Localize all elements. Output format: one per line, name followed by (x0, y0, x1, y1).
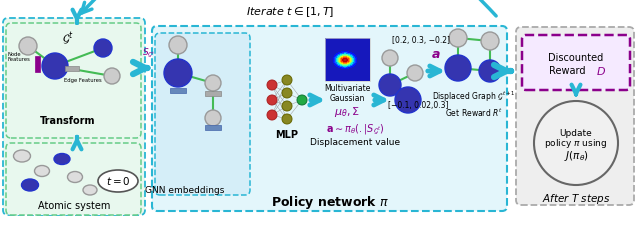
Text: Multivariate
Gaussian: Multivariate Gaussian (324, 84, 370, 103)
Text: $\mu_\theta, \Sigma$: $\mu_\theta, \Sigma$ (334, 105, 360, 119)
Circle shape (205, 110, 221, 126)
Circle shape (379, 74, 401, 96)
Ellipse shape (54, 154, 70, 164)
Circle shape (104, 68, 120, 84)
Circle shape (395, 87, 421, 113)
Bar (35, 56, 40, 72)
Ellipse shape (13, 150, 31, 162)
Bar (325, 38, 370, 81)
Circle shape (42, 53, 68, 79)
FancyBboxPatch shape (152, 26, 507, 211)
Ellipse shape (35, 165, 49, 177)
Text: a: a (432, 48, 440, 61)
Circle shape (19, 37, 37, 55)
Ellipse shape (83, 185, 97, 195)
Circle shape (164, 59, 192, 87)
Text: $D$: $D$ (596, 65, 606, 77)
Text: $\mathbf{a} \sim \pi_\theta(.|S_{\mathcal{G}^t})$: $\mathbf{a} \sim \pi_\theta(.|S_{\mathca… (326, 123, 384, 137)
Text: Transform: Transform (40, 116, 96, 126)
Text: Node
Features: Node Features (8, 51, 31, 62)
Text: [0.2, 0.3, −0.2]: [0.2, 0.3, −0.2] (392, 36, 450, 45)
Circle shape (449, 29, 467, 47)
Text: Displacement value: Displacement value (310, 138, 400, 147)
FancyBboxPatch shape (6, 143, 141, 215)
Text: Reward: Reward (549, 66, 589, 76)
Circle shape (205, 75, 221, 91)
Ellipse shape (67, 171, 83, 182)
Text: MLP: MLP (275, 130, 298, 140)
Bar (170, 88, 186, 93)
Text: $S_{\mathcal{G}^t}$: $S_{\mathcal{G}^t}$ (142, 46, 156, 59)
FancyArrowPatch shape (81, 0, 496, 16)
Circle shape (282, 75, 292, 85)
Text: Policy network $\pi$: Policy network $\pi$ (271, 194, 389, 211)
Text: $J(\pi_\theta)$: $J(\pi_\theta)$ (564, 149, 588, 163)
Text: After $T$ steps: After $T$ steps (541, 192, 611, 206)
Text: Atomic system: Atomic system (38, 201, 110, 211)
Circle shape (407, 65, 423, 81)
FancyBboxPatch shape (516, 27, 634, 205)
Circle shape (169, 36, 187, 54)
Text: $t = 0$: $t = 0$ (106, 175, 131, 187)
Circle shape (267, 110, 277, 120)
Circle shape (534, 101, 618, 185)
Circle shape (481, 32, 499, 50)
Circle shape (267, 95, 277, 105)
Text: GNN embeddings: GNN embeddings (145, 186, 225, 195)
Circle shape (267, 80, 277, 90)
Text: Edge Features: Edge Features (64, 78, 102, 83)
Circle shape (445, 55, 471, 81)
Bar (205, 91, 221, 96)
Text: [−0.1, 0.02,0.3]: [−0.1, 0.02,0.3] (388, 101, 449, 110)
Text: $\mathcal{G}^t$: $\mathcal{G}^t$ (62, 30, 74, 47)
Circle shape (282, 114, 292, 124)
FancyBboxPatch shape (155, 33, 250, 195)
FancyBboxPatch shape (522, 35, 630, 90)
Bar (65, 66, 79, 71)
Ellipse shape (22, 179, 38, 191)
Circle shape (297, 95, 307, 105)
Circle shape (282, 101, 292, 111)
Circle shape (282, 88, 292, 98)
Text: Discounted: Discounted (548, 53, 604, 63)
Bar (205, 125, 221, 130)
Ellipse shape (98, 170, 138, 192)
Text: Displaced Graph $\mathcal{G}^{t+1}$
Get Reward $R^t$: Displaced Graph $\mathcal{G}^{t+1}$ Get … (432, 90, 516, 119)
Text: Iterate $t \in [1, T]$: Iterate $t \in [1, T]$ (246, 5, 334, 19)
Circle shape (479, 60, 501, 82)
FancyBboxPatch shape (6, 23, 141, 138)
Text: Update: Update (559, 129, 593, 137)
FancyBboxPatch shape (3, 18, 145, 215)
Circle shape (94, 39, 112, 57)
Circle shape (382, 50, 398, 66)
Text: policy $\pi$ using: policy $\pi$ using (545, 137, 607, 150)
